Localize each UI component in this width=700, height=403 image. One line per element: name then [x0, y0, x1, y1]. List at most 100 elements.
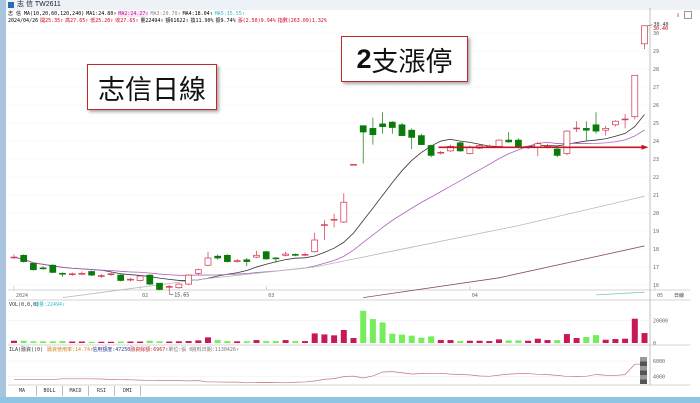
- volume-bar: [340, 330, 347, 343]
- candle-body: [262, 251, 270, 260]
- candle-body: [194, 269, 202, 274]
- candle-body: [97, 275, 105, 277]
- volume-bar: [369, 319, 376, 343]
- candle-body: [233, 260, 241, 262]
- volume-total-label: 總量:22494↑: [34, 301, 65, 308]
- ma1-value: MA1:24.80↑: [86, 11, 117, 17]
- date-label: 2024: [16, 293, 28, 299]
- volume-bar: [108, 341, 114, 343]
- volume-bar: [88, 341, 95, 343]
- period-button[interactable]: 日線: [674, 293, 685, 299]
- ma2-value: MA2:24.27↑: [118, 11, 149, 17]
- ma-line-ma3: [62, 195, 645, 298]
- candle-body: [136, 275, 144, 281]
- candle-body: [388, 121, 396, 128]
- candle-body: [311, 239, 319, 253]
- candle-body: [78, 272, 86, 275]
- volume-legend: VOL(0,0,0): [9, 302, 39, 308]
- margin-legend-swatch: [640, 357, 647, 362]
- volume-bar: [389, 333, 396, 343]
- candle-body: [641, 25, 648, 45]
- candle-body: [214, 255, 222, 259]
- candle-body: [447, 146, 454, 152]
- candle-body: [398, 124, 406, 136]
- volume-bar: [408, 335, 415, 343]
- candle-body: [553, 148, 561, 156]
- margin-legend-swatch: [640, 370, 647, 375]
- candle-body: [88, 271, 95, 276]
- quote-amount: 額61622↑: [165, 18, 189, 24]
- price-tick-label: 29: [653, 49, 659, 55]
- price-tick-label: 17: [653, 265, 659, 271]
- quote-high: 高27.65↑: [65, 18, 89, 24]
- price-tick-label: 18: [653, 247, 659, 253]
- candle-body: [243, 259, 251, 262]
- quote-change: 漲(2.50)9.94%: [237, 18, 276, 24]
- candle-body: [582, 128, 590, 131]
- volume-bar: [515, 340, 522, 343]
- quote-open: 開25.35↑: [40, 18, 64, 24]
- tab-macd[interactable]: MACD: [63, 386, 89, 396]
- margin-legend-swatch: [640, 366, 647, 371]
- indicator-tabs: MA BOLL MACD RSI DMI: [8, 386, 141, 396]
- volume-bar: [593, 335, 599, 343]
- annotation-limit-up-count: 2: [356, 43, 372, 74]
- candle-body: [505, 139, 513, 143]
- volume-bar: [418, 337, 425, 343]
- volume-bar: [292, 341, 299, 343]
- margin-legend-item: ILA(融資)(0): [9, 346, 43, 353]
- margin-legend-item: 融資使用率:14.74↑: [47, 346, 93, 353]
- volume-bar: [583, 337, 590, 343]
- volume-bar: [360, 310, 367, 343]
- volume-bar: [350, 338, 357, 343]
- candle-body: [515, 139, 522, 147]
- volume-bar: [69, 341, 76, 343]
- margin-legend-swatch: [640, 361, 647, 366]
- candle-body: [165, 286, 173, 288]
- ma-line-ma1: [13, 114, 645, 281]
- date-label: 03: [268, 293, 274, 299]
- volume-bar: [602, 339, 609, 343]
- candle-body: [107, 273, 115, 275]
- candle-body: [573, 127, 580, 130]
- tab-ma[interactable]: MA: [8, 386, 37, 396]
- candle-body: [495, 139, 503, 147]
- settings-icon[interactable]: [684, 11, 692, 19]
- annotation-limit-up-box: 2 支漲停: [341, 36, 468, 82]
- high-price-label: 30.40: [654, 22, 669, 28]
- quote-close: 收27.65↑: [115, 18, 139, 24]
- volume-bar: [214, 340, 221, 343]
- volume-bar: [631, 318, 638, 343]
- window-frame-left: [0, 0, 6, 403]
- volume-bar: [534, 338, 541, 343]
- candle-body: [10, 256, 18, 259]
- volume-bar: [379, 322, 386, 343]
- candle-body: [612, 120, 619, 126]
- tab-dmi[interactable]: DMI: [115, 386, 141, 396]
- volume-tick-label: 20000: [653, 318, 668, 324]
- volume-bar: [166, 341, 173, 343]
- tab-boll[interactable]: BOLL: [37, 386, 63, 396]
- margin-tick-label: 6000: [653, 359, 665, 365]
- app-icon: [8, 2, 14, 8]
- margin-legend-swatch: [640, 375, 647, 380]
- volume-bar: [612, 339, 619, 343]
- annotation-title-text: 志信日線: [98, 74, 206, 105]
- ma5-value: MA5:15.55↑: [214, 11, 245, 17]
- candle-body: [30, 263, 37, 271]
- volume-bar: [98, 341, 105, 343]
- tab-rsi[interactable]: RSI: [89, 386, 115, 396]
- annotation-title-box: 志信日線: [87, 64, 217, 110]
- margin-tick-label: 4000: [653, 374, 665, 380]
- candle-body: [602, 128, 610, 131]
- high-marker: [647, 24, 653, 27]
- candle-body: [437, 151, 445, 154]
- candle-body: [204, 257, 212, 266]
- candle-body: [631, 74, 639, 118]
- download-arrow-icon[interactable]: ⇩: [676, 11, 681, 19]
- volume-bar: [496, 339, 502, 343]
- price-tick-label: 24: [653, 139, 659, 145]
- candle-body: [39, 267, 47, 270]
- price-tick-label: 25: [653, 121, 659, 127]
